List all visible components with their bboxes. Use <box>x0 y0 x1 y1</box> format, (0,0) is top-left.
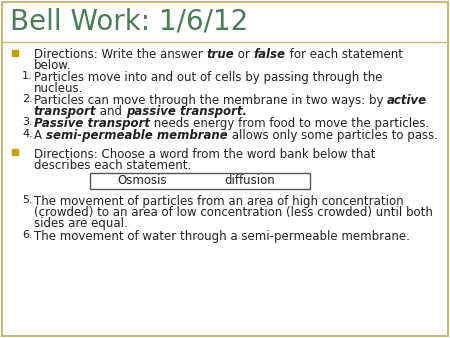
Text: A: A <box>34 129 46 142</box>
Bar <box>12 50 18 56</box>
Text: or: or <box>234 48 254 61</box>
Text: passive transport.: passive transport. <box>126 105 247 118</box>
Text: sides are equal.: sides are equal. <box>34 217 128 230</box>
Text: (crowded) to an area of low concentration (less crowded) until both: (crowded) to an area of low concentratio… <box>34 206 433 219</box>
Text: for each statement: for each statement <box>286 48 403 61</box>
Text: semi-permeable membrane: semi-permeable membrane <box>46 129 228 142</box>
Text: below.: below. <box>34 59 72 72</box>
Text: The movement of water through a semi-permeable membrane.: The movement of water through a semi-per… <box>34 230 410 243</box>
Text: 2.: 2. <box>22 94 33 104</box>
Text: 4.: 4. <box>22 129 33 139</box>
Text: 1.: 1. <box>22 71 32 81</box>
Text: Particles move into and out of cells by passing through the: Particles move into and out of cells by … <box>34 71 382 84</box>
Text: needs energy from food to move the particles.: needs energy from food to move the parti… <box>150 117 429 130</box>
Text: Particles can move through the membrane in two ways: by: Particles can move through the membrane … <box>34 94 387 107</box>
Text: 6.: 6. <box>22 230 32 240</box>
Text: true: true <box>207 48 234 61</box>
Text: The movement of particles from an area of high concentration: The movement of particles from an area o… <box>34 195 404 208</box>
Text: describes each statement.: describes each statement. <box>34 159 191 172</box>
Text: Directions: Write the answer: Directions: Write the answer <box>34 48 207 61</box>
Bar <box>90 173 310 189</box>
Text: false: false <box>254 48 286 61</box>
Text: and: and <box>96 105 126 118</box>
Text: Directions: Choose a word from the word bank below that: Directions: Choose a word from the word … <box>34 148 375 161</box>
Text: Passive transport: Passive transport <box>34 117 150 130</box>
Text: transport: transport <box>34 105 96 118</box>
Bar <box>12 149 18 155</box>
Text: nucleus.: nucleus. <box>34 82 83 95</box>
Text: allows only some particles to pass.: allows only some particles to pass. <box>228 129 437 142</box>
Text: active: active <box>387 94 428 107</box>
Text: Bell Work: 1/6/12: Bell Work: 1/6/12 <box>10 8 248 36</box>
Text: diffusion: diffusion <box>225 174 275 188</box>
Text: 3.: 3. <box>22 117 32 127</box>
Text: 5.: 5. <box>22 195 32 205</box>
Text: Osmosis: Osmosis <box>117 174 167 188</box>
